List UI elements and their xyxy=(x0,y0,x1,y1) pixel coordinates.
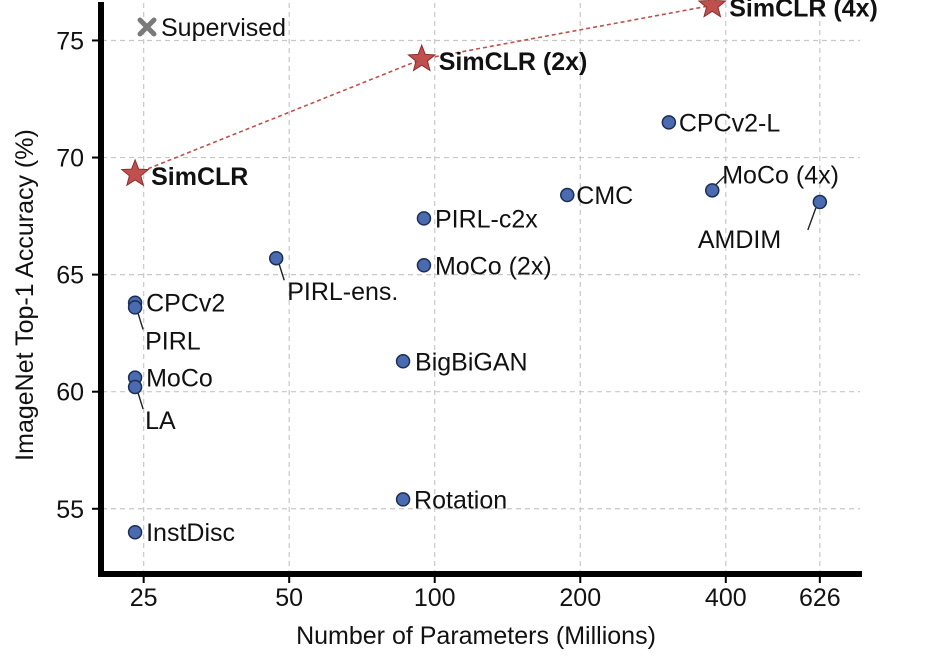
x-tick-label: 100 xyxy=(414,584,456,612)
simclr-point-label: SimCLR (2x) xyxy=(439,48,588,76)
x-tick-label: 626 xyxy=(799,584,841,612)
grid xyxy=(102,3,860,572)
label-leader-line xyxy=(137,313,144,330)
method-point-label: PIRL-c2x xyxy=(435,205,538,233)
y-axis-title: ImageNet Top-1 Accuracy (%) xyxy=(11,129,39,461)
simclr-star-marker xyxy=(120,158,150,187)
x-tick-label: 400 xyxy=(705,584,747,612)
x-tick-label: 25 xyxy=(130,584,158,612)
point-labels: SimCLR SimCLR (2x) SimCLR (4x) CPCv2-L MoCo … xyxy=(145,0,878,547)
y-tick-label: 60 xyxy=(56,379,84,407)
method-point-marker xyxy=(395,354,411,369)
method-point-marker xyxy=(661,115,677,130)
method-point-marker xyxy=(416,258,432,273)
data-points xyxy=(120,0,828,540)
method-point-label: MoCo xyxy=(146,365,213,393)
simclr-star-marker xyxy=(407,43,437,72)
method-point-label: PIRL xyxy=(145,327,201,355)
y-tick-label: 55 xyxy=(56,496,84,524)
legend: Supervised xyxy=(137,14,286,42)
simclr-point-label: SimCLR xyxy=(151,163,248,191)
label-leader-line xyxy=(278,264,285,281)
y-tick-label: 70 xyxy=(56,145,84,173)
simclr-point-label: SimCLR (4x) xyxy=(729,0,878,22)
method-point-marker xyxy=(395,492,411,507)
method-point-marker xyxy=(127,300,143,315)
method-point-marker xyxy=(416,211,432,226)
label-leader-line xyxy=(807,207,817,231)
label-leader-line xyxy=(715,175,725,185)
label-leaders xyxy=(137,175,817,410)
method-point-label: InstDisc xyxy=(146,519,235,547)
method-point-label: CPCv2 xyxy=(146,290,225,318)
method-point-label: Rotation xyxy=(414,486,507,514)
method-point-marker xyxy=(704,183,720,198)
legend-x-marker xyxy=(137,17,157,37)
legend-label: Supervised xyxy=(161,14,286,42)
method-point-marker xyxy=(812,194,828,210)
method-point-label: CMC xyxy=(576,182,633,210)
simclr-star-marker xyxy=(697,0,727,18)
x-axis-title: Number of Parameters (Millions) xyxy=(296,622,656,650)
x-tick-label: 50 xyxy=(275,584,303,612)
method-point-label: LA xyxy=(145,407,176,435)
method-point-marker xyxy=(127,379,143,395)
method-point-label: MoCo (4x) xyxy=(722,161,839,189)
method-point-label: CPCv2-L xyxy=(679,109,781,137)
method-point-marker xyxy=(127,524,143,540)
method-point-label: MoCo (2x) xyxy=(435,252,552,280)
tick-labels: 55 60 65 70 75 25 50 100 200 400 626 xyxy=(56,27,841,612)
method-point-label: PIRL-ens. xyxy=(287,278,398,306)
x-tick-label: 200 xyxy=(559,584,601,612)
method-point-marker xyxy=(560,187,575,203)
axes xyxy=(98,2,862,577)
y-tick-label: 75 xyxy=(56,27,84,55)
label-leader-line xyxy=(137,392,144,410)
method-point-label: BigBiGAN xyxy=(415,348,528,376)
method-point-label: AMDIM xyxy=(698,226,781,254)
y-tick-label: 65 xyxy=(56,262,84,290)
method-point-marker xyxy=(268,250,284,266)
